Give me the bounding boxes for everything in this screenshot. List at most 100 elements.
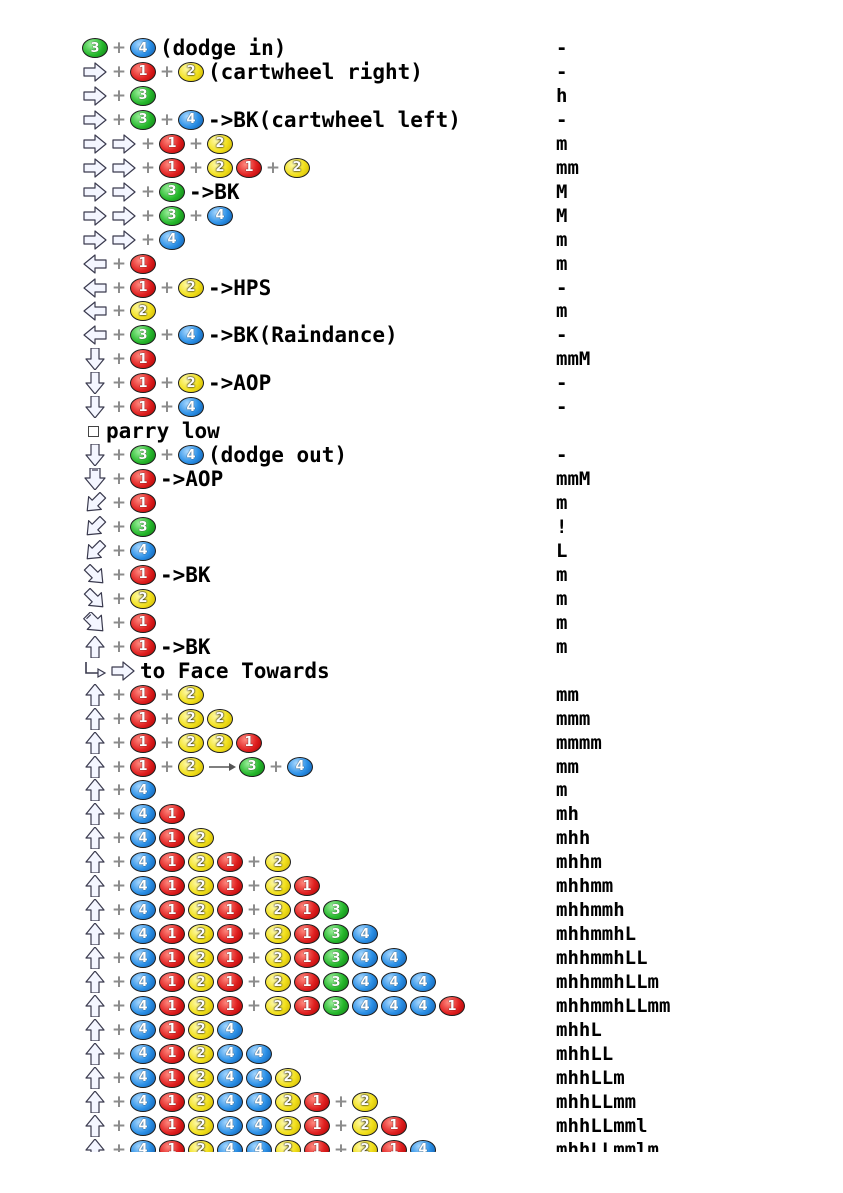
- button-2-icon: 2: [188, 948, 214, 969]
- arrow-up-icon: [82, 1042, 108, 1065]
- move-note: ->BK: [189, 179, 240, 204]
- move-input: +4 1 2 1 +2 1 3 4 4 4 1: [82, 994, 469, 1018]
- move-input: +4 1: [82, 802, 189, 826]
- plus-icon: +: [159, 708, 175, 729]
- hit-levels: m: [556, 779, 568, 802]
- button-4-icon: 4: [130, 852, 156, 873]
- arrow-forward-icon: [82, 109, 108, 131]
- button-3-icon: 3: [82, 38, 108, 58]
- move-row: +3 h: [82, 84, 822, 108]
- button-3-icon: 3: [323, 900, 349, 921]
- move-row: +4 L: [82, 539, 822, 563]
- button-4-icon: 4: [246, 1139, 272, 1152]
- move-row: +4 1 2 4 4 2 1 +2 1 4 mhhLLmmlm: [82, 1138, 822, 1152]
- move-input: +1 +2 ->HPS: [82, 276, 271, 300]
- move-note: ->HPS: [208, 275, 272, 300]
- plus-icon: +: [246, 972, 262, 993]
- arrow-up-icon: [82, 923, 108, 946]
- move-row: +1 mmM: [82, 347, 822, 371]
- button-1-icon: 1: [130, 61, 156, 82]
- move-input: +1 ->BK: [82, 635, 211, 659]
- button-1-icon: 1: [439, 996, 465, 1016]
- move-row: +1 +2 3 +4 mm: [82, 755, 822, 779]
- button-2-icon: 2: [188, 1043, 214, 1064]
- move-row: +3 +4 ->BK(cartwheel left) -: [82, 108, 822, 132]
- plus-icon: +: [159, 397, 175, 418]
- button-1-icon: 1: [130, 277, 156, 298]
- move-note: (dodge out): [208, 443, 348, 468]
- button-4-icon: 4: [130, 1043, 156, 1064]
- button-4-icon: 4: [130, 1139, 156, 1152]
- button-1-icon: 1: [159, 852, 185, 873]
- plus-icon: +: [111, 301, 127, 322]
- button-1-icon: 1: [294, 900, 320, 921]
- arrow-forward-icon: [110, 660, 136, 682]
- button-2-icon: 2: [265, 972, 291, 993]
- button-3-icon: 3: [323, 996, 349, 1016]
- move-input: +1: [82, 347, 160, 371]
- button-4-icon: 4: [130, 900, 156, 921]
- button-4-icon: 4: [130, 540, 156, 561]
- button-2-icon: 2: [178, 732, 204, 753]
- arrow-forward-icon: [82, 229, 108, 251]
- button-4-icon: 4: [130, 876, 156, 897]
- button-4-icon: 4: [246, 1043, 272, 1064]
- button-3-icon: 3: [323, 924, 349, 945]
- hit-levels: mm: [556, 156, 579, 179]
- arrow-back-icon: [82, 253, 108, 275]
- button-1-icon: 1: [130, 253, 156, 274]
- button-2-icon: 2: [265, 996, 291, 1016]
- button-1-icon: 1: [159, 1019, 185, 1040]
- button-4-icon: 4: [130, 804, 156, 825]
- button-3-icon: 3: [130, 85, 156, 106]
- hit-levels: mmm: [556, 707, 591, 730]
- button-1-icon: 1: [381, 1115, 407, 1136]
- button-4-icon: 4: [217, 1091, 243, 1112]
- button-4-icon: 4: [246, 1115, 272, 1136]
- button-1-icon: 1: [294, 972, 320, 993]
- hit-levels: m: [556, 587, 568, 610]
- button-2-icon: 2: [265, 900, 291, 921]
- button-4-icon: 4: [410, 996, 436, 1016]
- plus-icon: +: [111, 972, 127, 993]
- hit-levels: L: [556, 539, 568, 562]
- plus-icon: +: [188, 205, 204, 226]
- move-row: +4 m: [82, 778, 822, 802]
- plus-icon: +: [188, 157, 204, 178]
- arrow-back-icon: [82, 300, 108, 322]
- button-1-icon: 1: [304, 1115, 330, 1136]
- button-2-icon: 2: [188, 1067, 214, 1088]
- hit-levels: mmmm: [556, 731, 602, 754]
- arrow-up-icon: [82, 1066, 108, 1089]
- move-input: +4 1 2 4 4 2 1 +2 1 4: [82, 1138, 440, 1152]
- button-4-icon: 4: [410, 1139, 436, 1152]
- button-2-icon: 2: [188, 1091, 214, 1112]
- plus-icon: +: [111, 588, 127, 609]
- plus-icon: +: [140, 157, 156, 178]
- plus-icon: +: [111, 109, 127, 130]
- move-input: +4 1 2 1 +2 1 3 4 4 4: [82, 970, 440, 994]
- move-input: +4 1 2 4 4 2 1 +2: [82, 1090, 382, 1114]
- plus-icon: +: [111, 1115, 127, 1136]
- arrow-forward-icon: [82, 133, 108, 155]
- move-input: +4 1 2 4 4 2: [82, 1066, 305, 1090]
- button-2-icon: 2: [188, 828, 214, 849]
- move-input: +3 +4 (dodge out): [82, 443, 347, 467]
- button-2-icon: 2: [352, 1091, 378, 1112]
- plus-icon: +: [111, 732, 127, 753]
- move-row: +4 1 2 4 mhhL: [82, 1018, 822, 1042]
- hit-levels: m: [556, 228, 568, 251]
- button-4-icon: 4: [130, 38, 156, 58]
- button-2-icon: 2: [265, 948, 291, 969]
- move-row: +4 1 2 1 +2 1 3 4 mhhmmhL: [82, 922, 822, 946]
- hit-levels: mhhLLmmlm: [556, 1138, 659, 1152]
- hit-levels: mh: [556, 803, 579, 826]
- arrow-down-back-icon: [82, 516, 108, 538]
- plus-icon: +: [111, 517, 127, 537]
- move-input: +1 ->AOP: [82, 467, 223, 491]
- arrow-forward-icon: [111, 229, 137, 251]
- button-1-icon: 1: [130, 373, 156, 394]
- button-4-icon: 4: [130, 780, 156, 801]
- move-input: to Face Towards: [82, 659, 330, 683]
- move-note: parry low: [106, 419, 220, 444]
